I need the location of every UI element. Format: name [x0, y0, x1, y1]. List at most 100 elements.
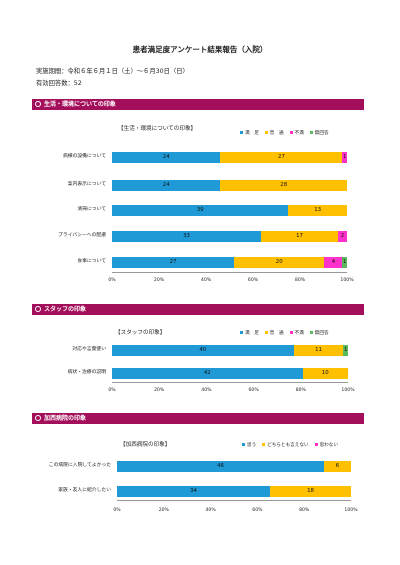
- x-tick-label: 0%: [108, 388, 116, 393]
- chart-title: 【生活・環境についての印象】: [118, 126, 197, 132]
- stacked-bar: 33 17 2: [112, 231, 347, 242]
- survey-period: 実施期間：令和６年６月１日（土）～６月30日（日）: [36, 68, 189, 75]
- x-tick-label: 100%: [344, 508, 358, 513]
- row-label: 食事について: [77, 259, 106, 264]
- legend-label: 不満: [294, 331, 304, 336]
- legend-item: 思わない: [314, 443, 338, 448]
- legend-label: どちらとも言えない: [267, 443, 309, 448]
- x-tick-label: 20%: [158, 508, 169, 513]
- chart-title: 【スタッフの印象】: [115, 330, 166, 336]
- legend-swatch: [289, 131, 293, 134]
- legend-label: 思わない: [319, 443, 338, 448]
- stacked-bar: 27 20 4 1: [112, 257, 347, 268]
- circle-icon: [35, 415, 41, 421]
- legend-label: 無回答: [314, 131, 329, 136]
- x-tick-label: 0%: [108, 278, 116, 283]
- section-heading: 生活・環境についての印象: [44, 101, 116, 108]
- bar-segment: 40: [112, 345, 294, 356]
- x-axis-line: [117, 500, 351, 501]
- legend-label: 満 足: [245, 331, 259, 336]
- stacked-bar: 40 11 1: [112, 345, 348, 356]
- row-label: この病院に入院してよかった: [48, 463, 111, 468]
- x-tick-label: 40%: [201, 388, 212, 393]
- circle-icon: [35, 306, 41, 312]
- bar-segment: 1: [342, 152, 347, 163]
- legend-item: どちらとも言えない: [262, 443, 309, 448]
- chart-legend: 満 足 普 通 不満 無回答: [234, 130, 329, 136]
- stacked-bar: 24 27 1: [112, 152, 347, 163]
- x-axis-line: [112, 272, 347, 273]
- legend-swatch: [240, 131, 243, 134]
- bar-segment: 11: [293, 345, 344, 356]
- circle-icon: [35, 101, 41, 107]
- x-tick-label: 0%: [113, 508, 121, 513]
- row-label: 清掃について: [77, 207, 106, 212]
- legend-label: 不満: [294, 131, 304, 136]
- stacked-bar: 39 13: [112, 205, 347, 216]
- x-axis-line: [112, 382, 348, 383]
- bar-segment: 46: [117, 461, 324, 472]
- legend-item: 無回答: [309, 131, 329, 136]
- stacked-bar: 46 6: [117, 461, 351, 472]
- legend-item: 無回答: [309, 331, 329, 336]
- bar-segment: 28: [220, 180, 347, 191]
- chart-title: 【加西病院の印象】: [120, 442, 171, 448]
- section-band-environment: 生活・環境についての印象: [32, 99, 364, 110]
- x-tick-label: 40%: [200, 278, 212, 283]
- bar-segment: 2: [337, 231, 347, 242]
- stacked-bar: 42 10: [112, 368, 348, 379]
- bar-segment: 39: [112, 205, 289, 216]
- x-tick-label: 60%: [247, 278, 259, 283]
- row-label: 対応や言葉使い: [72, 347, 106, 352]
- legend-swatch: [264, 131, 268, 134]
- legend-swatch: [262, 443, 266, 446]
- bar-segment: 24: [112, 180, 221, 191]
- row-label: 案内表示について: [67, 182, 106, 187]
- section-heading: スタッフの印象: [44, 306, 87, 313]
- legend-swatch: [314, 443, 318, 446]
- legend-item: 普 通: [264, 331, 284, 336]
- row-label: 家族・友人に紹介したい: [58, 488, 111, 493]
- legend-label: 満 足: [245, 131, 259, 136]
- legend-label: 無回答: [314, 331, 329, 336]
- section-heading: 加西病院の印象: [44, 415, 87, 422]
- section-band-hospital: 加西病院の印象: [32, 413, 364, 424]
- x-tick-label: 60%: [252, 508, 263, 513]
- response-count: 有効回答数：52: [36, 80, 82, 87]
- legend-swatch: [289, 331, 293, 334]
- bar-segment: 24: [112, 152, 221, 163]
- legend-item: 満 足: [240, 331, 259, 336]
- bar-segment: 42: [112, 368, 303, 379]
- legend-item: 普 通: [264, 131, 284, 136]
- bar-segment: 27: [220, 152, 343, 163]
- bar-segment: 13: [288, 205, 347, 216]
- x-tick-label: 100%: [341, 388, 355, 393]
- bar-segment: 34: [117, 486, 270, 497]
- legend-swatch: [240, 331, 243, 334]
- bar-segment: 4: [324, 257, 343, 268]
- chart-legend: 満 足 普 通 不満 無回答: [234, 330, 329, 336]
- legend-label: 普 通: [269, 131, 284, 136]
- legend-item: 不満: [289, 131, 304, 136]
- x-tick-label: 80%: [294, 278, 306, 283]
- legend-item: 満 足: [240, 131, 259, 136]
- report-title: 患者満足度アンケート結果報告（入院）: [132, 45, 268, 54]
- bar-segment: 10: [302, 368, 348, 379]
- stacked-bar: 34 18: [117, 486, 351, 497]
- legend-item: 不満: [289, 331, 304, 336]
- bar-segment: 20: [234, 257, 325, 268]
- x-tick-label: 80%: [295, 388, 306, 393]
- row-label: 病棟の設備について: [62, 154, 106, 159]
- legend-swatch: [242, 443, 245, 446]
- x-tick-label: 20%: [153, 278, 165, 283]
- chart-legend: 思う どちらとも言えない 思わない: [236, 442, 338, 448]
- x-tick-label: 20%: [154, 388, 165, 393]
- x-tick-label: 100%: [340, 278, 354, 283]
- row-label: 病状・治療の説明: [67, 370, 106, 375]
- bar-segment: 17: [261, 231, 338, 242]
- bar-segment: 1: [342, 257, 347, 268]
- x-tick-label: 60%: [248, 388, 259, 393]
- bar-segment: 27: [112, 257, 235, 268]
- legend-swatch: [309, 331, 313, 334]
- x-tick-label: 40%: [205, 508, 216, 513]
